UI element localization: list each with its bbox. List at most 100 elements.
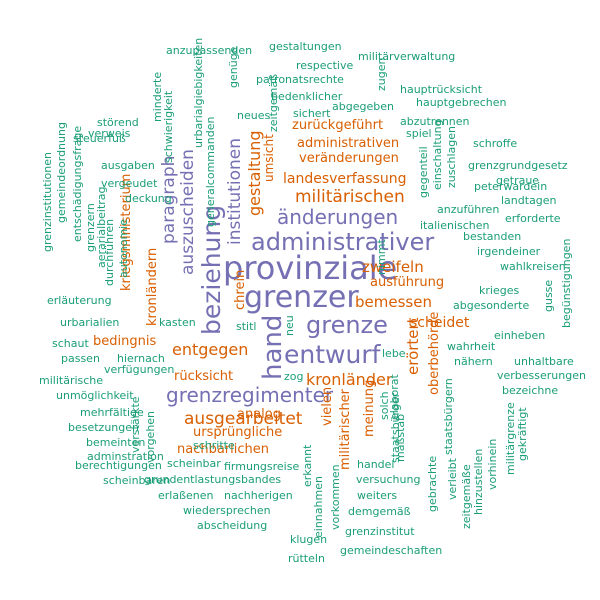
word-w017: militärischen — [295, 187, 405, 207]
word-w141: vorhinein — [486, 438, 499, 490]
word-w081: passen — [61, 352, 100, 365]
word-w137: staatsbürgern — [442, 378, 455, 455]
word-w020: zweifeln — [362, 258, 424, 276]
word-w090: berechtigungen — [75, 459, 162, 472]
word-w018: bemessen — [355, 293, 432, 311]
word-w124: generalcommanden — [204, 116, 217, 227]
word-w030: analog — [237, 407, 281, 422]
word-w061: irgendeiner — [477, 245, 541, 258]
word-w140: hinzustellen — [472, 448, 485, 515]
word-w105: weiters — [357, 489, 398, 502]
word-w076: neu — [283, 315, 296, 336]
word-w052: schroffe — [473, 137, 518, 150]
word-w095: grundentlastungsbandes — [144, 473, 282, 486]
word-w111: ausgaben — [101, 159, 155, 172]
word-w125: genüge — [227, 46, 240, 88]
word-w066: krieges — [479, 284, 520, 297]
word-w101: gemeindeschaften — [340, 544, 443, 557]
word-w120: autonomie — [117, 219, 130, 278]
word-w032: meinung — [362, 379, 377, 437]
word-w027: rücksicht — [174, 369, 234, 384]
word-w021: landesverfassung — [283, 171, 407, 187]
word-w003: entwurf — [284, 340, 381, 369]
word-w002: administrativer — [251, 228, 435, 256]
word-w009: auszuscheiden — [178, 149, 198, 275]
word-w073: lebe — [382, 347, 406, 360]
word-w055: peterwardein — [474, 180, 548, 193]
word-w064: begünstigungen — [560, 238, 573, 328]
word-w088: bemeinten — [86, 436, 146, 449]
word-w048: sichert — [293, 107, 331, 120]
word-w091: scheinbaren — [103, 474, 171, 487]
word-w115: gemeindeordnung — [55, 122, 68, 223]
word-w033: militärischer — [338, 388, 353, 470]
word-w065: abgesonderte — [453, 299, 530, 312]
word-w102: rütteln — [288, 552, 325, 565]
word-w136: gebrachte — [426, 455, 439, 512]
word-w116: entschädigungsfrage — [71, 125, 84, 242]
word-w013: gestaltung — [245, 130, 264, 216]
word-w062: wahlkreisen — [500, 260, 566, 273]
word-w123: urbarialgiebigkeiten — [192, 37, 205, 148]
word-w036: kronländern — [145, 247, 160, 326]
word-w126: zeitgemäß — [267, 73, 280, 132]
word-w113: deckung — [125, 192, 172, 205]
word-w129: gegenteil — [417, 146, 430, 198]
word-w049: neues — [237, 109, 271, 122]
word-w114: grenzinstitutionen — [41, 152, 54, 252]
word-w007: grenzregimenter — [166, 383, 334, 407]
word-w059: anzuführen — [437, 203, 500, 216]
word-w096: erlaßenen — [158, 489, 214, 502]
word-w043: patronatsrechte — [256, 73, 344, 86]
word-w108: störend — [97, 116, 139, 129]
word-w024: zurückgeführt — [292, 118, 384, 133]
word-w122: schwierigkeit — [162, 90, 175, 163]
word-w041: militärverwaltung — [358, 50, 456, 63]
word-w012: ausgearbeitet — [184, 409, 303, 429]
word-w077: kasten — [159, 316, 196, 329]
word-w093: firmungsreise — [224, 460, 300, 473]
word-w135: solch — [378, 391, 391, 420]
word-w031: vielen — [320, 386, 335, 426]
word-w079: urbarialien — [60, 316, 120, 329]
word-w044: hauptrücksicht — [400, 83, 483, 96]
word-w110: steuerfuß — [73, 132, 126, 145]
word-w089: adminstration — [87, 450, 164, 463]
word-w037: chrein — [233, 269, 248, 310]
word-w057: erforderte — [505, 212, 561, 225]
word-w046: abgegeben — [332, 100, 394, 113]
word-w042: respective — [296, 59, 354, 72]
word-w082: hiernach — [117, 352, 165, 365]
word-w094: schritte — [193, 439, 235, 452]
word-w127: zugen — [375, 57, 388, 91]
word-w133: maßstab — [394, 413, 407, 462]
word-w067: einheben — [494, 329, 546, 342]
word-w001: grenzer — [244, 280, 359, 315]
word-w147: verstärkte — [129, 396, 142, 453]
word-w092: scheinbar — [167, 457, 221, 470]
word-w075: stitl — [236, 320, 257, 333]
word-w097: nachherigen — [224, 489, 293, 502]
word-w074: zog — [284, 370, 304, 383]
word-w025: ausführung — [370, 275, 445, 290]
word-w039: anzupassenden — [166, 44, 253, 57]
word-w144: vorkommen — [329, 464, 342, 530]
word-w026: bedingnis — [93, 334, 157, 349]
word-w063: gusse — [542, 279, 555, 312]
word-w112: vergeudet — [101, 177, 158, 190]
word-w019: scheidet — [410, 315, 470, 331]
word-w050: abzutrennen — [400, 115, 470, 128]
word-w023: administrativen — [297, 136, 400, 151]
word-w148: vorgehen — [144, 410, 157, 463]
word-w109: verweis — [88, 127, 131, 140]
word-w058: italienischen — [420, 219, 490, 232]
word-w056: landtagen — [501, 194, 557, 207]
word-w106: versuchung — [356, 473, 421, 486]
word-w034: oberbehörde — [427, 311, 442, 395]
word-w142: militärgrenze — [504, 402, 517, 475]
word-w085: unmöglichkeit — [56, 389, 134, 402]
word-w006: grenze — [306, 311, 388, 339]
word-w083: verfügungen — [104, 363, 175, 376]
word-w070: unhaltbare — [514, 355, 574, 368]
word-w040: gestaltungen — [269, 40, 342, 53]
